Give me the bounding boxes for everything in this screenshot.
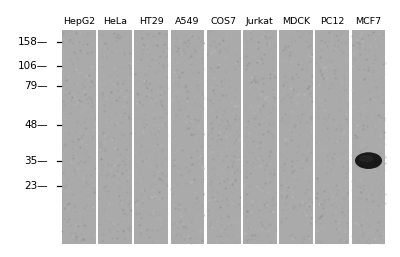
Text: 23—: 23—: [24, 181, 48, 191]
Ellipse shape: [359, 155, 374, 162]
Text: HepG2: HepG2: [63, 17, 95, 26]
Text: HeLa: HeLa: [103, 17, 127, 26]
Bar: [207, 30, 241, 244]
Bar: [243, 30, 277, 244]
Text: 158—: 158—: [18, 38, 48, 47]
Text: 35—: 35—: [24, 156, 48, 166]
Text: HT29: HT29: [139, 17, 164, 26]
Bar: [170, 30, 204, 244]
Text: Jurkat: Jurkat: [246, 17, 274, 26]
Bar: [98, 30, 132, 244]
Bar: [62, 30, 96, 244]
Bar: [352, 30, 386, 244]
Text: 48—: 48—: [24, 120, 48, 130]
Bar: [316, 30, 349, 244]
Text: A549: A549: [175, 17, 200, 26]
Text: PC12: PC12: [320, 17, 344, 26]
Text: 79—: 79—: [24, 81, 48, 91]
Ellipse shape: [355, 152, 382, 169]
Text: 106—: 106—: [18, 61, 48, 70]
Text: COS7: COS7: [211, 17, 237, 26]
Text: MDCK: MDCK: [282, 17, 310, 26]
Bar: [134, 30, 168, 244]
Text: MCF7: MCF7: [356, 17, 382, 26]
Bar: [279, 30, 313, 244]
